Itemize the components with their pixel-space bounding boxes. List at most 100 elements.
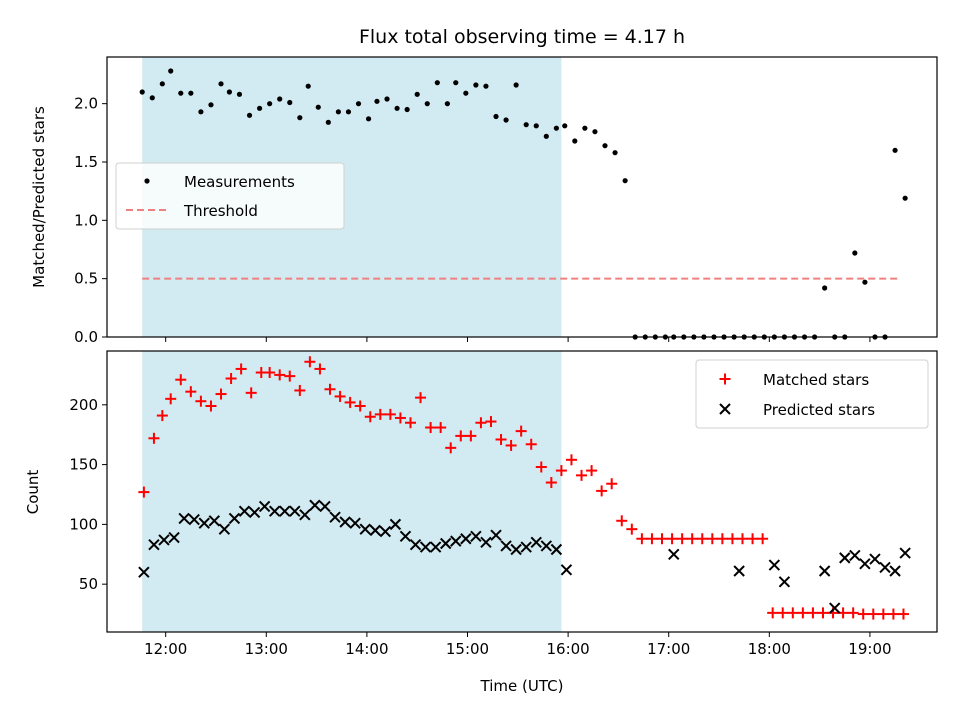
predicted-star-point	[899, 547, 911, 559]
measurement-point	[404, 106, 410, 113]
predicted-star-point	[849, 549, 861, 562]
bottom-panel: 50 100 150 200 12:00 13:00 14:00 15:00 16:00 17:…	[24, 350, 938, 695]
measurement-point	[374, 98, 380, 104]
predicted-star-point	[208, 515, 221, 527]
predicted-star-point	[490, 529, 502, 541]
matched-star-point	[225, 373, 237, 385]
measurement-point	[463, 90, 469, 96]
matched-star-point	[726, 533, 738, 545]
legend-predicted-cross	[719, 403, 731, 415]
measurement-point	[188, 90, 194, 96]
measurement-point	[325, 119, 331, 125]
measurement-point	[208, 102, 214, 108]
top-legend-box	[115, 162, 345, 230]
x-axis-label: Time (UTC)	[480, 677, 564, 695]
measurement-point	[562, 123, 568, 129]
matched-star-point	[887, 608, 899, 620]
measurement-point	[236, 91, 243, 97]
predicted-star-point	[500, 540, 512, 552]
legend-predicted-label: Predicted stars	[763, 401, 875, 419]
predicted-star-point	[289, 505, 301, 517]
matched-star-point	[525, 438, 537, 450]
x-tick-label: 12:00	[144, 640, 187, 658]
matched-star-point	[175, 374, 187, 386]
matched-star-point	[394, 412, 406, 424]
matched-star-point	[445, 442, 457, 454]
predicted-star-point	[258, 500, 271, 513]
matched-star-point	[666, 533, 678, 545]
predicted-star-point	[369, 524, 381, 537]
matched-star-point	[656, 533, 668, 545]
predicted-star-point	[238, 505, 251, 517]
x-tick-label: 16:00	[546, 640, 589, 658]
measurement-point	[365, 116, 372, 122]
legend-matched-label: Matched stars	[763, 371, 869, 389]
predicted-star-point	[299, 509, 311, 521]
matched-star-point	[555, 465, 567, 477]
predicted-star-point	[778, 576, 791, 588]
matched-star-point	[626, 523, 638, 535]
matched-star-point	[636, 533, 648, 545]
measurement-point	[852, 250, 858, 256]
bottom-shaded-span	[142, 351, 562, 632]
predicted-star-point	[359, 523, 371, 535]
predicted-star-point	[733, 565, 745, 577]
matched-star-point	[877, 608, 889, 620]
measurement-point	[168, 68, 174, 74]
matched-star-point	[475, 417, 487, 429]
matched-star-point	[384, 408, 396, 420]
predicted-star-point	[429, 541, 442, 553]
predicted-star-point	[379, 525, 392, 538]
x-tick-label: 19:00	[848, 640, 891, 658]
measurement-point	[892, 147, 898, 153]
matched-star-point	[676, 533, 688, 545]
matched-star-point	[185, 386, 197, 398]
bottom-y-tick-label: 200	[69, 396, 98, 414]
predicted-star-point	[349, 517, 361, 529]
predicted-star-point	[869, 553, 881, 565]
top-y-tick-label: 0.5	[74, 270, 98, 288]
matched-star-point	[165, 393, 177, 405]
predicted-star-point	[389, 518, 402, 531]
top-y-tick-label: 2.0	[74, 95, 98, 113]
legend-predicted-marker	[719, 403, 731, 415]
measurement-point	[602, 143, 608, 149]
predicted-star-point	[550, 543, 563, 556]
measurement-point	[503, 117, 509, 123]
predicted-star-point	[768, 559, 781, 571]
measurement-point	[178, 90, 184, 96]
measurement-point	[902, 195, 908, 201]
measurement-point	[572, 138, 578, 144]
measurement-point	[305, 83, 311, 89]
predicted-star-point	[188, 513, 200, 526]
measurement-point	[277, 96, 283, 102]
predicted-star-point	[480, 536, 492, 549]
measurement-point	[297, 115, 303, 121]
matched-star-point	[576, 469, 588, 481]
measurement-point	[862, 279, 868, 285]
legend-measurements-marker	[144, 178, 150, 184]
measurement-point	[139, 89, 145, 95]
legend-threshold-label: Threshold	[183, 202, 258, 220]
measurement-point	[523, 122, 529, 128]
predicted-star-point	[319, 500, 331, 513]
matched-star-point	[767, 607, 779, 619]
predicted-star-point	[859, 558, 871, 570]
predicted-star-point	[510, 543, 522, 556]
matched-star-point	[686, 533, 698, 545]
measurement-point	[159, 81, 165, 87]
matched-star-point	[304, 356, 316, 368]
matched-star-point	[294, 384, 306, 396]
matched-star-point	[545, 477, 557, 489]
measurement-point	[592, 129, 598, 135]
top-y-tick-label: 1.5	[74, 153, 98, 171]
predicted-star-point	[829, 602, 841, 614]
matched-star-point	[646, 533, 658, 545]
top-panel: 0.00.51.01.52.0 Matched/Predicted stars …	[30, 56, 938, 346]
matched-star-point	[404, 417, 416, 429]
predicted-star-point	[879, 561, 891, 574]
measurement-point	[582, 125, 588, 131]
measurement-point	[822, 285, 828, 291]
bottom-y-axis-label: Count	[24, 470, 42, 515]
